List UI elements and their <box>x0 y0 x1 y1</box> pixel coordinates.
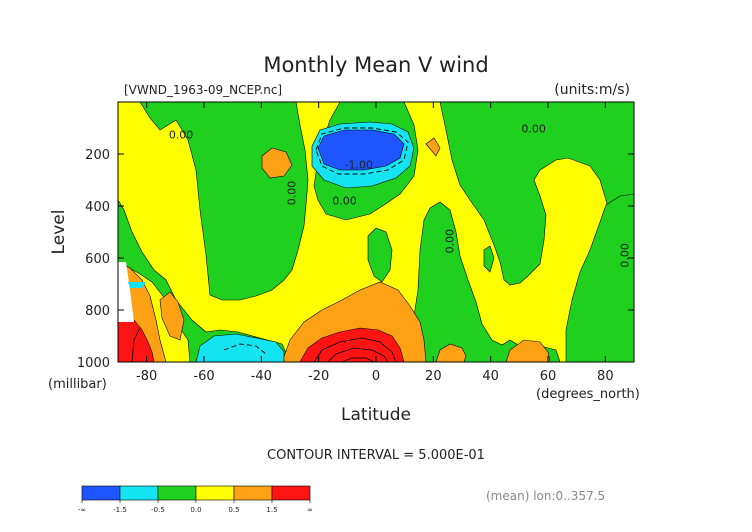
colorbar: -∞ -1.5 -0.5 0.0 0.5 1.5 ∞ <box>78 485 313 514</box>
colorbar-label: -∞ <box>78 506 86 514</box>
x-tick-label: -20 <box>308 369 329 384</box>
field-undefined <box>118 262 134 322</box>
y-tick-label: 200 <box>85 148 110 163</box>
contour-pos-1 <box>313 337 397 362</box>
units-label: (units:m/s) <box>554 82 630 98</box>
field-green-north <box>403 201 561 362</box>
y-tick-label: 600 <box>85 252 110 267</box>
colorbar-swatch <box>157 485 197 501</box>
axes: -80 -60 -40 -20 0 20 40 60 80 200 400 600 800 1000 <box>77 102 634 384</box>
x-unit-label: (degrees_north) <box>536 387 640 402</box>
colorbar-swatch <box>119 485 159 501</box>
y-axis-label: Level <box>49 210 69 255</box>
colorbar-swatch <box>271 485 311 501</box>
plot-area <box>118 102 634 362</box>
contour-label: 0.00 <box>521 123 546 136</box>
contour-pos-4 <box>131 327 141 362</box>
contour-labels: 0.00 0.00 0.00 -1.00 0.00 0.00 0.00 <box>169 123 631 268</box>
field-green-mid <box>367 227 393 283</box>
x-tick-label: -80 <box>136 369 157 384</box>
contour-label: 0.00 <box>618 243 631 268</box>
field-orange-ne2 <box>505 339 551 362</box>
field-green-sliver <box>483 245 495 273</box>
colorbar-label: 1.5 <box>266 506 277 514</box>
contour-label: 0.00 <box>286 181 299 206</box>
chart-title: Monthly Mean V wind <box>263 53 488 77</box>
colorbar-label: ∞ <box>307 506 313 514</box>
y-tick-label: 800 <box>85 304 110 319</box>
colorbar-label: 0.0 <box>190 506 201 514</box>
contour-label: 0.00 <box>169 128 194 141</box>
colorbar-swatch <box>81 485 121 501</box>
y-tick-label: 1000 <box>77 356 110 371</box>
x-tick-label: 40 <box>482 369 499 384</box>
x-axis-label: Latitude <box>341 405 411 425</box>
field-green-left <box>118 102 634 301</box>
contour-label: -1.00 <box>345 158 373 171</box>
field-orange-blob-200 <box>261 147 293 179</box>
colorbar-label: -1.5 <box>113 506 127 514</box>
field-cyan-lower <box>195 333 285 362</box>
colorbar-label: -0.5 <box>151 506 165 514</box>
x-tick-label: 20 <box>425 369 442 384</box>
footer-lon-label: (mean) lon:0..357.5 <box>486 489 605 503</box>
field-orange-blob-200n <box>425 137 441 157</box>
y-tick-label: 400 <box>85 200 110 215</box>
contour-label: 0.00 <box>443 229 456 254</box>
contour-neg-1 <box>315 127 409 175</box>
contour-label: 0.00 <box>332 195 357 208</box>
contour-pos-3 <box>341 357 375 362</box>
x-tick-label: -60 <box>193 369 214 384</box>
contour-interval: CONTOUR INTERVAL = 5.000E-01 <box>267 448 485 463</box>
field-red-equator <box>299 327 405 362</box>
file-label: [VWND_1963-09_NCEP.nc] <box>124 83 282 97</box>
field-orange-south2 <box>159 291 185 341</box>
colorbar-label: 0.5 <box>228 506 239 514</box>
colorbar-swatch <box>195 485 235 501</box>
field-red-south <box>118 319 155 362</box>
y-unit-label: (millibar) <box>48 377 107 392</box>
x-tick-label: 0 <box>372 369 380 384</box>
x-tick-label: -40 <box>251 369 272 384</box>
colorbar-swatch <box>233 485 273 501</box>
contour-pos-2 <box>327 347 389 362</box>
field-orange-ne1 <box>435 343 467 362</box>
field-green-right <box>565 193 634 362</box>
x-tick-label: 80 <box>597 369 614 384</box>
contour-neg-2 <box>223 343 267 355</box>
x-tick-label: 60 <box>540 369 557 384</box>
field-blue-core <box>317 129 405 171</box>
field-cyan-sliver <box>128 282 146 288</box>
